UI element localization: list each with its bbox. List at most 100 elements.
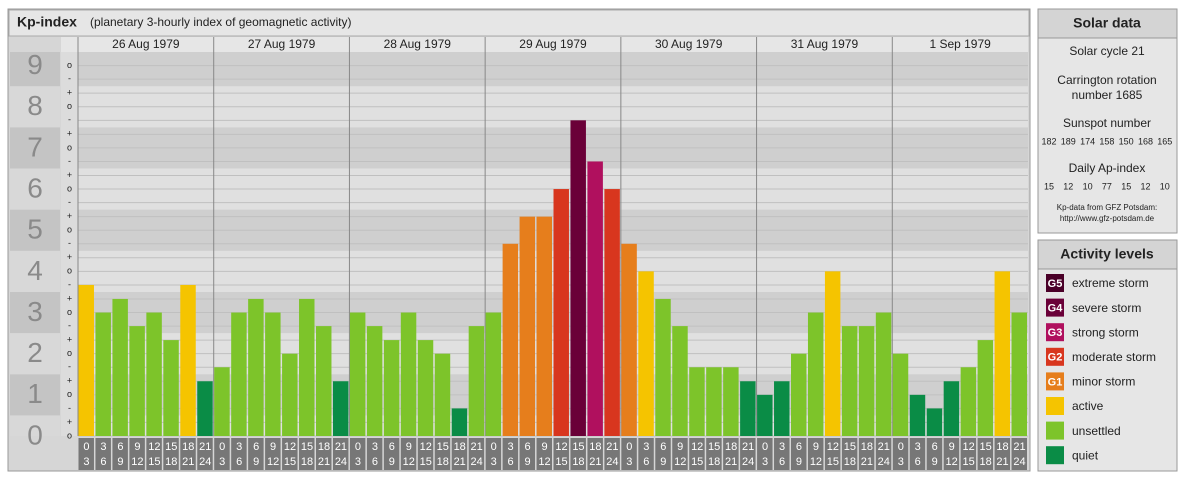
hour-start: 12 — [284, 441, 296, 453]
hour-box — [791, 438, 807, 470]
bar — [265, 312, 281, 436]
legend-label: active — [1072, 399, 1104, 413]
hour-start: 21 — [199, 441, 211, 453]
hour-box — [180, 438, 196, 470]
y-tick-label: 7 — [27, 131, 43, 162]
ap-value: 15 — [1044, 181, 1054, 191]
y-minor-tick-label: + — [67, 252, 72, 262]
y-tick-label: 4 — [27, 255, 43, 286]
y-minor-tick-label: + — [67, 334, 72, 344]
hour-box — [197, 438, 213, 470]
hour-start: 21 — [335, 441, 347, 453]
bar — [553, 189, 569, 436]
hour-box — [841, 438, 858, 470]
y-minor-tick-label: - — [68, 156, 71, 166]
bar — [519, 216, 536, 436]
legend-label: unsettled — [1072, 424, 1121, 438]
hour-start: 3 — [779, 441, 785, 453]
hour-box — [638, 438, 654, 470]
hour-end: 18 — [572, 456, 584, 468]
hour-box — [723, 438, 739, 470]
hour-start: 9 — [134, 441, 140, 453]
hour-start: 3 — [372, 441, 378, 453]
hour-start: 6 — [389, 441, 395, 453]
bar — [994, 271, 1011, 436]
date-label: 27 Aug 1979 — [248, 37, 316, 51]
hour-end: 9 — [253, 456, 259, 468]
hour-end: 6 — [372, 456, 378, 468]
hour-start: 0 — [626, 441, 632, 453]
hour-end: 15 — [284, 456, 296, 468]
date-label: 26 Aug 1979 — [112, 37, 180, 51]
hour-end: 12 — [131, 456, 143, 468]
bar — [129, 326, 145, 436]
sunspot-title: Sunspot number — [1063, 116, 1151, 130]
date-label: 29 Aug 1979 — [519, 37, 587, 51]
y-minor-tick-label: o — [67, 183, 72, 193]
y-minor-tick-label: - — [68, 74, 71, 84]
hour-end: 12 — [403, 456, 415, 468]
bar — [536, 216, 552, 436]
hour-start: 3 — [236, 441, 242, 453]
hour-end: 3 — [762, 456, 768, 468]
y-minor-tick-label: o — [67, 348, 72, 358]
sunspot-value: 174 — [1080, 136, 1095, 146]
hour-start: 3 — [915, 441, 921, 453]
hour-box — [434, 438, 451, 470]
hour-start: 6 — [117, 441, 123, 453]
legend-badge: G1 — [1048, 376, 1063, 388]
hour-start: 15 — [979, 441, 991, 453]
legend-label: minor storm — [1072, 375, 1135, 389]
hour-start: 3 — [100, 441, 106, 453]
hour-box — [265, 438, 281, 470]
date-label: 28 Aug 1979 — [384, 37, 452, 51]
hour-end: 18 — [979, 456, 991, 468]
hour-start: 21 — [878, 441, 890, 453]
legend-label: severe storm — [1072, 301, 1141, 315]
hour-box — [553, 438, 569, 470]
legend-swatch — [1046, 421, 1064, 440]
sunspot-value: 168 — [1138, 136, 1153, 146]
y-tick-label: 2 — [27, 337, 43, 368]
hour-start: 15 — [708, 441, 720, 453]
y-minor-tick-label: + — [67, 376, 72, 386]
hour-end: 3 — [355, 456, 361, 468]
y-minor-tick-label: o — [67, 101, 72, 111]
hour-start: 12 — [555, 441, 567, 453]
y-minor-tick-label: + — [67, 88, 72, 98]
bar — [943, 381, 960, 436]
hour-box — [332, 438, 349, 470]
hour-box — [757, 438, 773, 470]
bar — [858, 326, 875, 436]
hour-box — [468, 438, 485, 470]
hour-end: 21 — [182, 456, 194, 468]
bar — [214, 367, 230, 436]
legend-badge: G2 — [1048, 352, 1063, 364]
y-minor-tick-label: o — [67, 225, 72, 235]
bar — [502, 243, 519, 436]
solar-header — [1037, 8, 1178, 39]
bar — [451, 408, 468, 436]
legend-swatch — [1046, 323, 1064, 342]
hour-box — [282, 438, 298, 470]
bar — [841, 326, 858, 436]
hour-start: 18 — [182, 441, 194, 453]
bar — [95, 312, 111, 436]
hour-box — [231, 438, 247, 470]
bar — [349, 312, 366, 436]
hour-end: 21 — [861, 456, 873, 468]
hour-start: 6 — [524, 441, 530, 453]
bar — [774, 381, 790, 436]
hour-box — [536, 438, 552, 470]
bar — [638, 271, 654, 436]
hour-end: 21 — [318, 456, 330, 468]
hour-box — [129, 438, 145, 470]
band — [78, 415, 1028, 436]
y-minor-tick-label: - — [68, 197, 71, 207]
hour-start: 21 — [742, 441, 754, 453]
hour-end: 6 — [100, 456, 106, 468]
bar — [689, 367, 705, 436]
hour-start: 15 — [572, 441, 584, 453]
y-minor-tick-label: o — [67, 430, 72, 440]
hour-start: 0 — [491, 441, 497, 453]
